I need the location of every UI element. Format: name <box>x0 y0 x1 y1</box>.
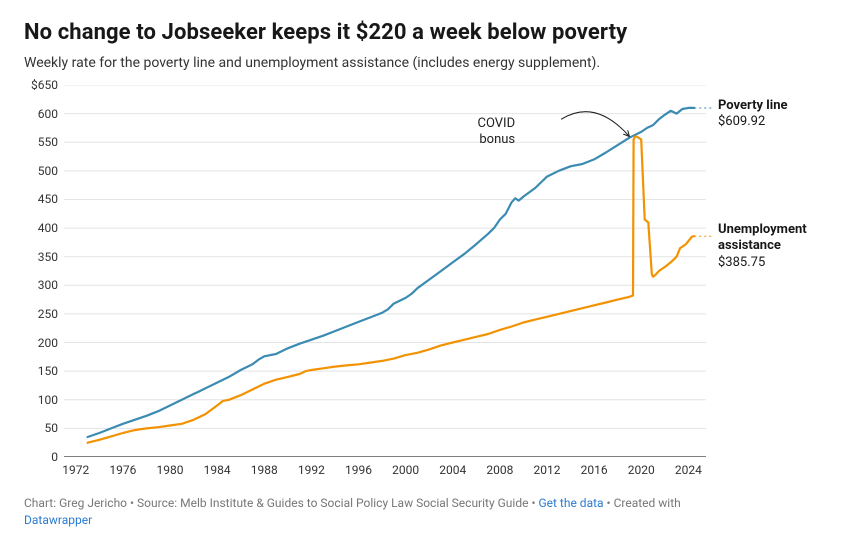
footer-get-data-link[interactable]: Get the data <box>538 496 603 510</box>
x-tick-label: 1980 <box>157 463 184 477</box>
x-tick-label: 2008 <box>486 463 513 477</box>
chart-title: No change to Jobseeker keeps it $220 a w… <box>24 20 826 45</box>
y-tick-label: 100 <box>38 393 58 407</box>
y-tick-label: 300 <box>38 278 58 292</box>
x-tick-label: 2016 <box>581 463 608 477</box>
footer-source: Source: Melb Institute & Guides to Socia… <box>137 496 528 510</box>
x-tick-label: 2012 <box>533 463 560 477</box>
chart-footer: Chart: Greg Jericho • Source: Melb Insti… <box>24 495 826 530</box>
y-tick-label: 450 <box>38 192 58 206</box>
series-label-jobseeker-name: Unemployment assistance <box>718 222 807 253</box>
series-label-poverty: Poverty line $609.92 <box>718 98 788 131</box>
x-tick-label: 2000 <box>392 463 419 477</box>
x-tick-label: 2004 <box>439 463 466 477</box>
series-label-jobseeker-value: $385.75 <box>718 255 807 271</box>
y-tick-label: 250 <box>38 307 58 321</box>
x-axis: 1972 1976 1980 1984 1988 1992 1996 2000 2004 2008… <box>64 457 826 485</box>
footer-credit: Chart: Greg Jericho <box>24 496 127 510</box>
x-tick-label: 2024 <box>675 463 702 477</box>
covid-annotation: COVID bonus <box>478 116 516 147</box>
chart-area: 050100150200250300350400450500550600$650… <box>24 85 826 485</box>
chart-subtitle: Weekly rate for the poverty line and une… <box>24 55 826 71</box>
y-tick-label: 0 <box>51 450 58 464</box>
y-tick-label: 200 <box>38 336 58 350</box>
y-tick-label: 150 <box>38 364 58 378</box>
y-tick-label: 400 <box>38 221 58 235</box>
y-tick-label: 600 <box>38 107 58 121</box>
y-tick-label: 50 <box>45 421 59 435</box>
y-tick-label: $650 <box>31 78 58 92</box>
x-tick-label: 1972 <box>62 463 89 477</box>
x-tick-label: 1988 <box>251 463 278 477</box>
y-tick-label: 350 <box>38 250 58 264</box>
x-tick-label: 2020 <box>628 463 655 477</box>
plot-region <box>64 85 826 457</box>
series-label-poverty-value: $609.92 <box>718 114 788 130</box>
x-tick-label: 1976 <box>109 463 136 477</box>
series-label-poverty-name: Poverty line <box>718 98 788 113</box>
x-tick-label: 1996 <box>345 463 372 477</box>
footer-tool-link[interactable]: Datawrapper <box>24 513 92 527</box>
covid-annotation-text: COVID bonus <box>478 116 516 147</box>
y-axis: 050100150200250300350400450500550600$650 <box>24 85 60 485</box>
x-tick-label: 1992 <box>298 463 325 477</box>
footer-created-with: Created with <box>614 496 681 510</box>
y-tick-label: 500 <box>38 164 58 178</box>
series-label-jobseeker: Unemployment assistance $385.75 <box>718 222 807 271</box>
x-tick-label: 1984 <box>204 463 231 477</box>
chart-container: No change to Jobseeker keeps it $220 a w… <box>0 0 850 557</box>
y-tick-label: 550 <box>38 135 58 149</box>
